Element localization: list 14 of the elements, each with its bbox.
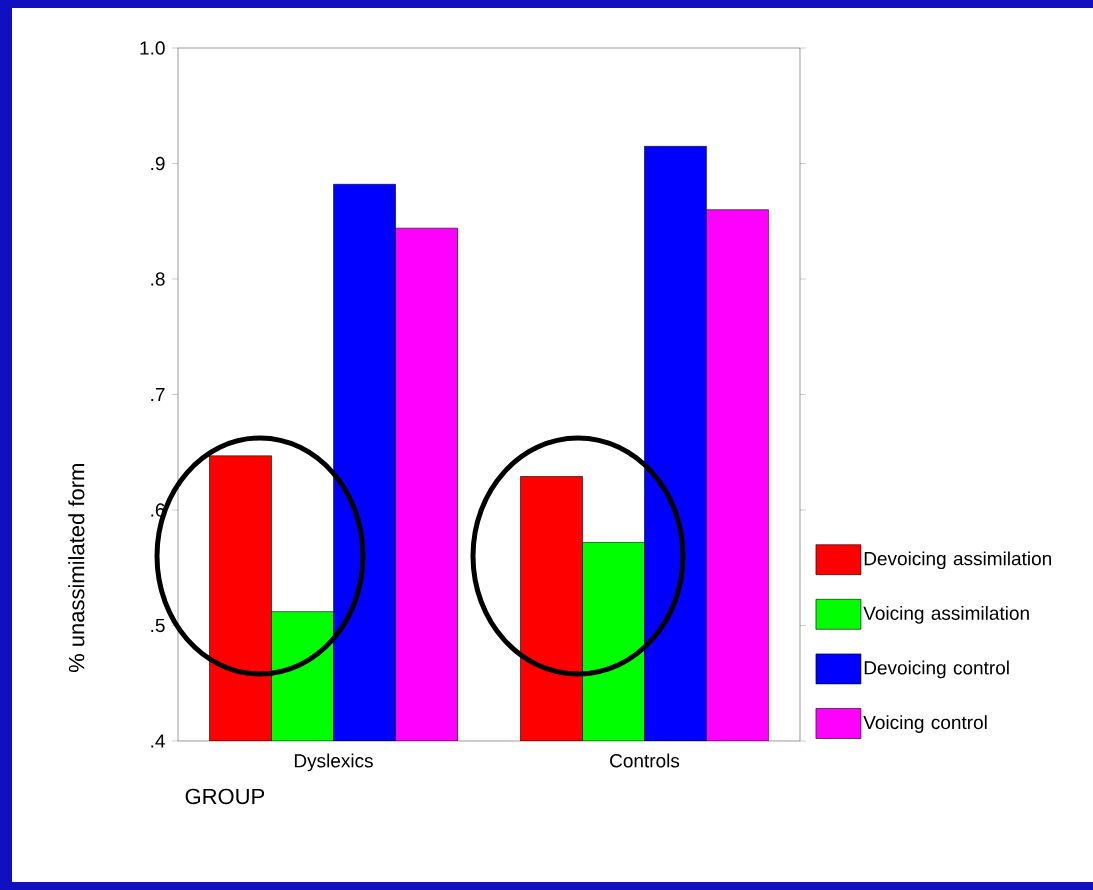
x-tick-label: Controls	[610, 753, 680, 768]
y-tick-label: .7	[151, 387, 165, 402]
y-tick-label: .9	[151, 156, 165, 171]
x-tick-label: Dyslexics	[294, 753, 373, 772]
y-axis-title: % unassimilated form	[68, 464, 85, 673]
x-axis-title: GROUP	[185, 788, 265, 805]
legend-label: Devoicing assimilation	[864, 551, 1051, 570]
legend-label: Devoicing control	[864, 660, 1009, 679]
y-tick-label: .4	[151, 734, 165, 748]
y-tick-label: .8	[151, 272, 165, 286]
legend-label: Voicing assimilation	[863, 605, 1029, 624]
legend-label: Voicing control	[863, 715, 987, 733]
y-tick-label: .5	[151, 618, 165, 633]
y-tick-label: 1.0	[140, 41, 165, 55]
